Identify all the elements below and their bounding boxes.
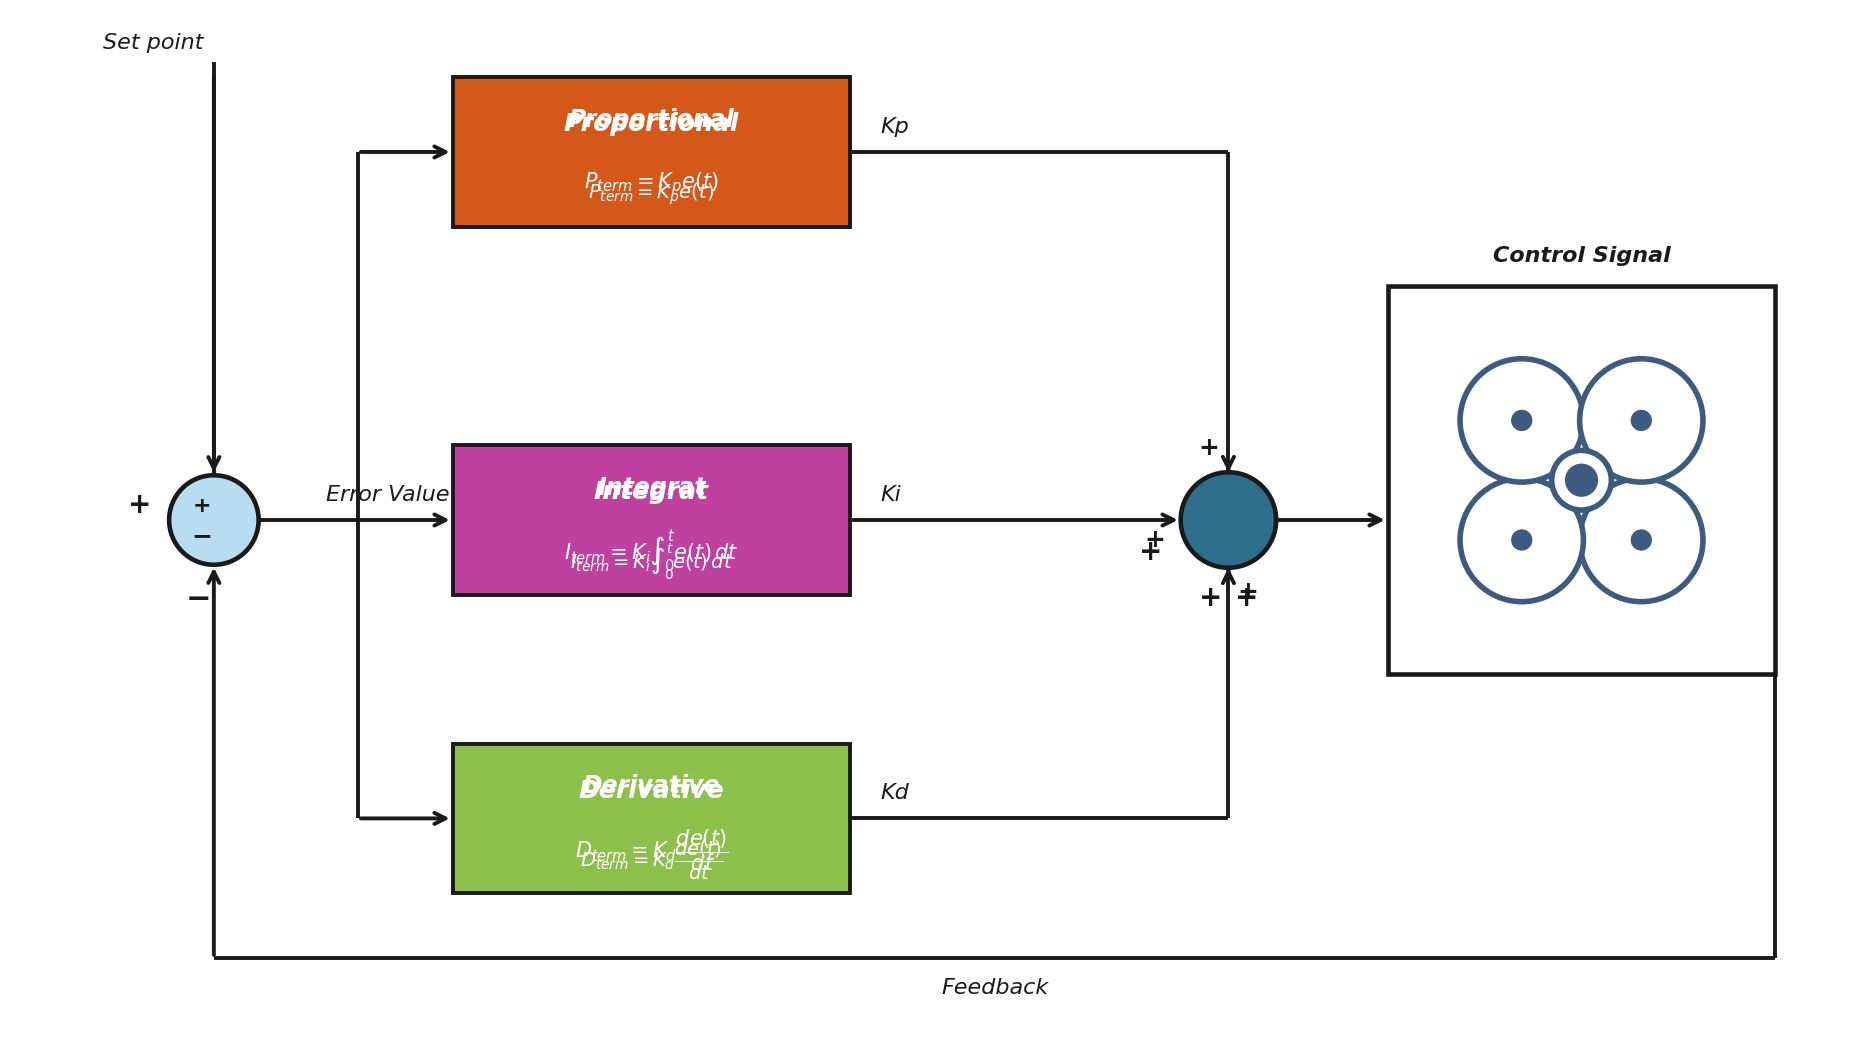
Text: +: +: [1199, 584, 1221, 612]
FancyBboxPatch shape: [1387, 287, 1775, 674]
Circle shape: [1564, 464, 1597, 497]
Text: $I_{term} = K_i \int_0^t e(t)\, dt$: $I_{term} = K_i \int_0^t e(t)\, dt$: [570, 542, 733, 583]
Circle shape: [170, 475, 259, 565]
Text: Ki: Ki: [880, 485, 900, 505]
Text: +: +: [1139, 538, 1161, 566]
Text: Set point: Set point: [103, 32, 203, 53]
Text: Kp: Kp: [880, 117, 908, 137]
FancyBboxPatch shape: [453, 446, 850, 594]
Text: +: +: [1144, 528, 1165, 552]
FancyBboxPatch shape: [453, 77, 850, 227]
Text: −: −: [192, 524, 212, 548]
Text: +: +: [1238, 580, 1258, 604]
Circle shape: [1631, 410, 1650, 430]
Text: $P_{term} = K_p e(t)$: $P_{term} = K_p e(t)$: [583, 170, 718, 197]
Circle shape: [1460, 478, 1583, 602]
Circle shape: [1512, 530, 1530, 550]
Text: Proportional: Proportional: [563, 112, 738, 136]
Circle shape: [1180, 473, 1275, 567]
Text: Proportional: Proportional: [569, 108, 734, 132]
Text: $P_{term} = K_p e(t)$: $P_{term} = K_p e(t)$: [589, 182, 714, 207]
Text: Feedback: Feedback: [941, 978, 1048, 997]
Circle shape: [1631, 530, 1650, 550]
Text: +: +: [1197, 436, 1219, 460]
Circle shape: [1460, 358, 1583, 482]
FancyBboxPatch shape: [453, 744, 850, 893]
Text: $D_{term} = K_d \dfrac{de(t)}{dt}$: $D_{term} = K_d \dfrac{de(t)}{dt}$: [574, 827, 727, 873]
Text: +: +: [1139, 494, 1159, 517]
Circle shape: [1579, 478, 1702, 602]
Text: Error Value: Error Value: [326, 485, 449, 505]
Text: +: +: [192, 496, 211, 516]
Text: −: −: [186, 585, 212, 614]
Text: $I_{term} = K_i \int_0^t e(t)\, dt$: $I_{term} = K_i \int_0^t e(t)\, dt$: [563, 529, 738, 575]
Text: $D_{term} = K_d \dfrac{de(t)}{dt}$: $D_{term} = K_d \dfrac{de(t)}{dt}$: [580, 840, 723, 882]
Text: Integrat: Integrat: [596, 476, 705, 500]
Text: Kd: Kd: [880, 783, 908, 803]
Text: Derivative: Derivative: [582, 774, 720, 798]
Circle shape: [1551, 450, 1610, 510]
Circle shape: [1579, 358, 1702, 482]
Text: Control Signal: Control Signal: [1491, 246, 1670, 266]
Text: Integrat: Integrat: [593, 480, 708, 504]
Text: Derivative: Derivative: [578, 778, 723, 802]
Circle shape: [1512, 410, 1530, 430]
Text: +: +: [1234, 584, 1258, 612]
Text: +: +: [129, 491, 151, 520]
